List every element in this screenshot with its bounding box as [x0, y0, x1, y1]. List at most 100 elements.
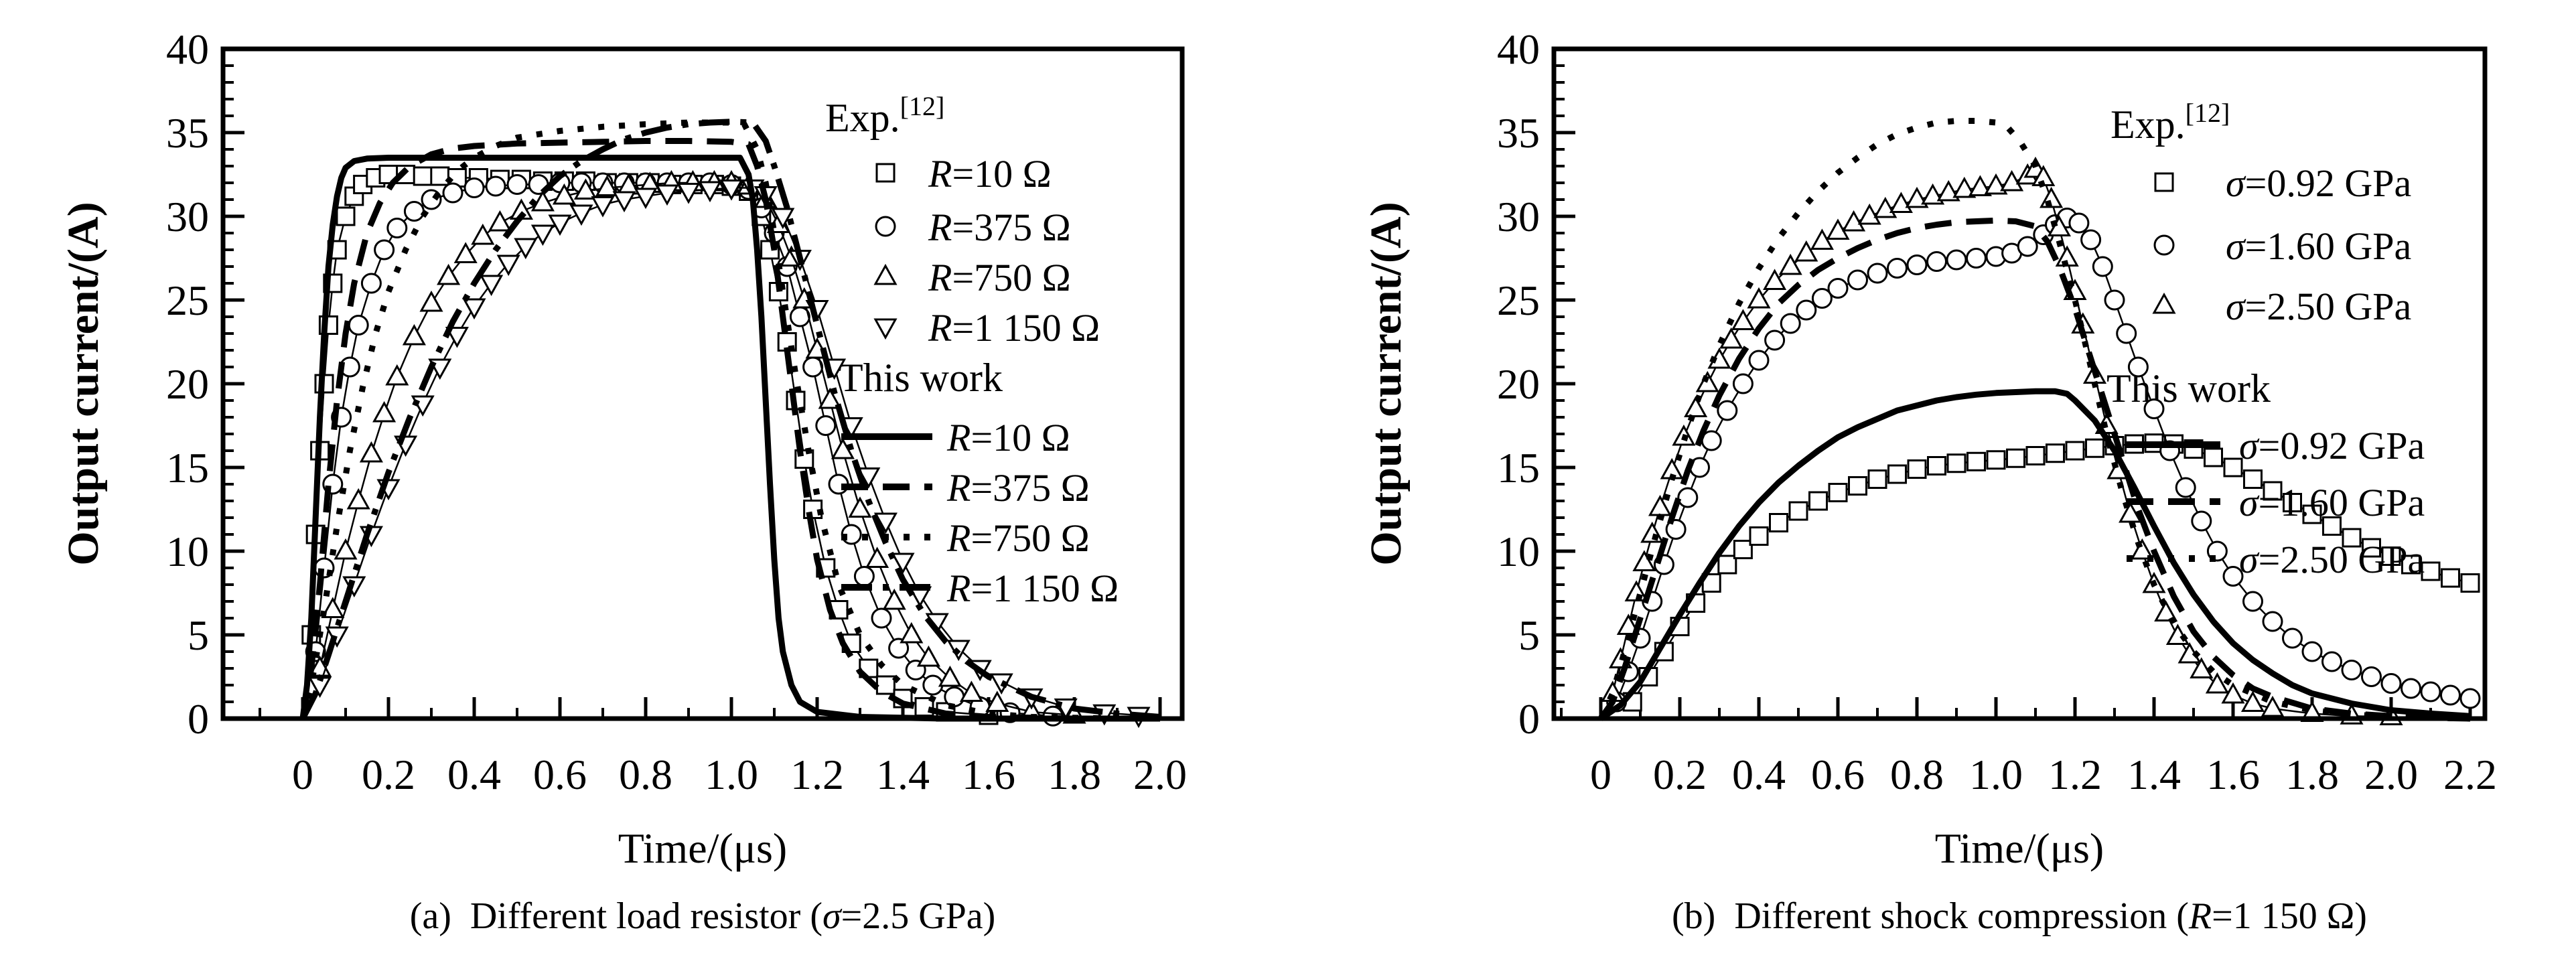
- triangle-up-marker-icon: [321, 597, 345, 618]
- x-tick-label: 0: [1590, 751, 1612, 798]
- triangle-up-marker-icon: [1794, 240, 1818, 262]
- chart-panel-a: Output current/(A) Time/(μs) (a) Differe…: [59, 25, 1187, 937]
- square-marker-icon: [1808, 491, 1828, 511]
- triangle-up-marker-icon: [359, 441, 383, 463]
- triangle-down-marker-icon: [445, 327, 469, 348]
- triangle-up-marker-icon: [1921, 183, 1945, 205]
- triangle-down-marker-icon: [548, 214, 572, 236]
- circle-marker-icon: [2143, 398, 2165, 419]
- square-marker-icon: [1788, 501, 1808, 521]
- square-marker-icon: [2085, 438, 2104, 458]
- square-marker-icon: [2154, 172, 2174, 192]
- triangle-up-marker-icon: [346, 488, 370, 510]
- caption-a: (a) Different load resistor (σ=2.5 GPa): [410, 895, 996, 937]
- circle-marker-icon: [2127, 356, 2149, 378]
- legend-row: R=10 Ω: [875, 152, 1052, 196]
- x-tick-label: 2.2: [2443, 751, 2497, 798]
- triangle-up-marker-icon: [1747, 287, 1771, 309]
- triangle-up-marker-icon: [2000, 169, 2024, 192]
- circle-marker-icon: [871, 607, 892, 629]
- x-tick-label: 1.4: [2127, 751, 2181, 798]
- circle-marker-icon: [944, 686, 965, 707]
- triangle-up-marker-icon: [916, 645, 940, 667]
- circle-marker-icon: [2153, 234, 2175, 256]
- legend-label: R=375 Ω: [928, 206, 1071, 249]
- legend-label: R=10 Ω: [946, 416, 1070, 459]
- square-marker-icon: [875, 163, 896, 183]
- circle-marker-icon: [2191, 510, 2212, 532]
- legend-row: R=750 Ω: [873, 256, 1071, 299]
- axis-ticks: 0 0.2 0.4 0.6 0.8 1.0 1.2 1.4 1.6 1.8 2.0 0 5 10 15 20 2…: [166, 25, 1187, 798]
- legend-row: R=10 Ω: [841, 416, 1070, 459]
- x-tick-label: 0.4: [1732, 751, 1786, 798]
- square-marker-icon: [2302, 504, 2322, 524]
- triangle-up-marker-icon: [1684, 396, 1708, 417]
- x-tick-label: 1.2: [790, 751, 844, 798]
- plot-border: [1551, 46, 2488, 721]
- triangle-up-marker-icon: [865, 546, 889, 568]
- triangle-down-marker-icon: [771, 208, 795, 230]
- legend-row: σ=2.50 GPa: [2127, 538, 2425, 581]
- legend-label: σ=2.50 GPa: [2226, 285, 2411, 328]
- series-tw-R1150: [299, 119, 1161, 721]
- circle-marker-icon: [1847, 269, 1868, 291]
- square-marker-icon: [2065, 441, 2085, 461]
- triangle-up-marker-icon: [1616, 613, 1640, 635]
- triangle-up-marker-icon: [1952, 176, 1977, 198]
- circle-marker-icon: [2401, 678, 2421, 699]
- triangle-down-marker-icon: [530, 224, 555, 246]
- x-tick-label: 1.0: [1969, 751, 2023, 798]
- circle-marker-icon: [2080, 229, 2102, 250]
- square-marker-icon: [1828, 483, 1848, 502]
- square-marker-icon: [1717, 555, 1737, 575]
- triangle-up-marker-icon: [2152, 292, 2176, 314]
- x-tick-label: 0.6: [533, 751, 587, 798]
- square-marker-icon: [2223, 457, 2243, 477]
- circle-marker-icon: [2262, 611, 2283, 632]
- y-tick-label: 35: [1497, 109, 1540, 157]
- legend-label: σ=2.50 GPa: [2239, 538, 2425, 581]
- triangle-up-marker-icon: [1778, 253, 1802, 275]
- legend-heading-thiswork-a: This work: [839, 356, 1003, 400]
- triangle-down-marker-icon: [480, 275, 504, 297]
- series-line: [299, 119, 1161, 721]
- series-line: [1599, 388, 2471, 721]
- triangle-up-marker-icon: [2130, 538, 2154, 560]
- x-axis-title-b: Time/(μs): [1935, 824, 2104, 872]
- circle-marker-icon: [506, 174, 528, 195]
- square-marker-icon: [1946, 453, 1966, 473]
- series-tw-R375: [299, 138, 1160, 722]
- legend-label: R=1 150 Ω: [946, 567, 1119, 610]
- square-marker-icon: [2460, 573, 2480, 593]
- circle-marker-icon: [348, 315, 369, 336]
- y-tick-label: 40: [1497, 25, 1540, 73]
- legend-label: R=1 150 Ω: [928, 306, 1100, 350]
- square-marker-icon: [1733, 540, 1753, 559]
- legend-row: σ=1.60 GPa: [2153, 224, 2411, 268]
- triangle-up-marker-icon: [530, 190, 555, 212]
- square-marker-icon: [1867, 469, 1887, 489]
- x-tick-label: 1.6: [2206, 751, 2260, 798]
- circle-marker-icon: [2116, 323, 2137, 344]
- y-tick-label: 35: [166, 109, 209, 157]
- triangle-up-marker-icon: [1984, 173, 2008, 195]
- triangle-up-marker-icon: [402, 323, 426, 346]
- square-marker-icon: [1907, 459, 1927, 479]
- square-marker-icon: [1966, 451, 1986, 471]
- square-marker-icon: [2263, 481, 2283, 501]
- x-tick-label: 1.4: [876, 751, 930, 798]
- square-marker-icon: [2342, 528, 2362, 548]
- circle-marker-icon: [1926, 251, 1947, 272]
- triangle-up-marker-icon: [334, 538, 358, 560]
- legend-row: R=375 Ω: [841, 466, 1090, 510]
- square-marker-icon: [2322, 516, 2342, 536]
- y-tick-label: 5: [188, 611, 209, 659]
- square-marker-icon: [1986, 450, 2006, 470]
- triangle-down-marker-icon: [891, 553, 915, 575]
- y-tick-label: 5: [1518, 611, 1540, 659]
- triangle-up-marker-icon: [1719, 327, 1743, 349]
- x-tick-label: 2.0: [1133, 751, 1187, 798]
- y-tick-label: 15: [166, 444, 209, 492]
- legend-row: σ=1.60 GPa: [2127, 481, 2425, 524]
- triangle-up-marker-icon: [2261, 695, 2285, 717]
